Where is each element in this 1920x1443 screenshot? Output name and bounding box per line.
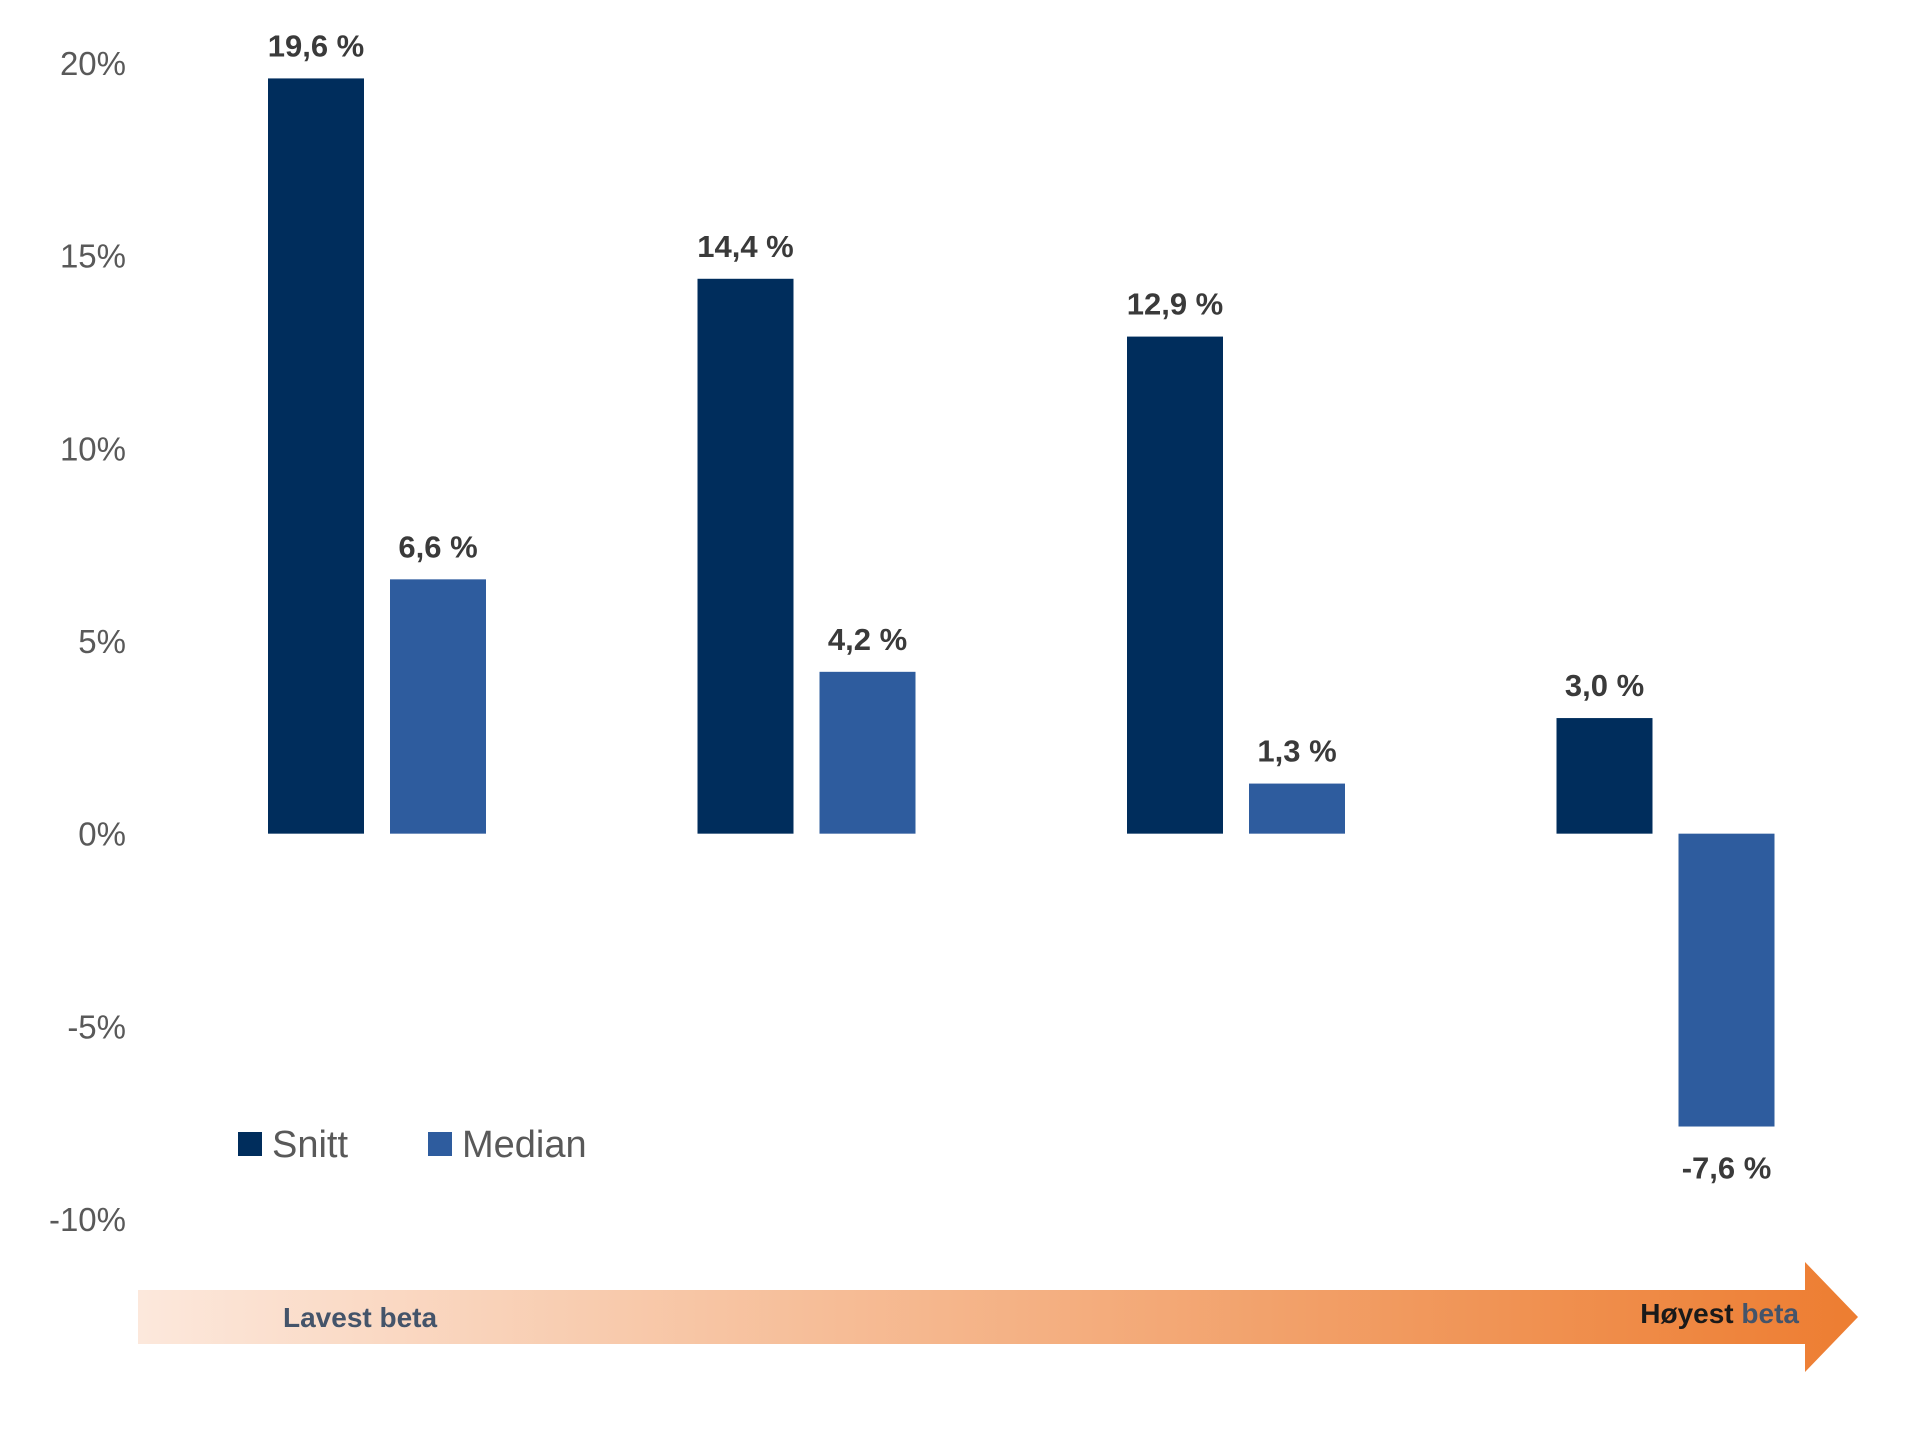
arrow-end-label: Høyest beta bbox=[1640, 1298, 1799, 1329]
bar-snitt bbox=[268, 78, 364, 834]
y-tick-label: 0% bbox=[78, 816, 126, 853]
legend-swatch-snitt bbox=[238, 1132, 262, 1156]
y-tick-label: 20% bbox=[60, 45, 126, 82]
beta-arrow-shape bbox=[138, 1262, 1858, 1372]
data-labels: 19,6 % 14,4 % 12,9 % 3,0 % 6,6 % 4,2 % 1,3 % -7… bbox=[268, 28, 1772, 1185]
data-label-median: -7,6 % bbox=[1682, 1151, 1772, 1186]
beta-arrow: Lavest beta Høyest beta bbox=[138, 1262, 1858, 1372]
data-label-snitt: 3,0 % bbox=[1565, 668, 1644, 703]
bar-snitt bbox=[1127, 336, 1223, 834]
y-tick-label: 5% bbox=[78, 623, 126, 660]
bar-median bbox=[819, 671, 916, 834]
arrow-end-label-prefix: Høyest bbox=[1640, 1298, 1733, 1329]
bar-snitt bbox=[697, 278, 794, 834]
y-tick-label: 15% bbox=[60, 238, 126, 275]
bar-median bbox=[1678, 833, 1775, 1127]
data-label-snitt: 12,9 % bbox=[1127, 287, 1224, 322]
legend-item-snitt: Snitt bbox=[238, 1124, 348, 1166]
arrow-start-label: Lavest beta bbox=[283, 1302, 437, 1333]
legend-label-snitt: Snitt bbox=[272, 1124, 348, 1166]
bar-median bbox=[390, 579, 486, 834]
bars bbox=[268, 78, 1775, 1127]
y-tick-label: -5% bbox=[67, 1008, 126, 1045]
bar-median bbox=[1249, 783, 1345, 834]
data-label-median: 1,3 % bbox=[1257, 734, 1336, 769]
arrow-end-label-suffix: beta bbox=[1741, 1298, 1799, 1329]
data-label-median: 4,2 % bbox=[828, 622, 907, 657]
data-label-median: 6,6 % bbox=[398, 529, 477, 564]
data-label-snitt: 14,4 % bbox=[697, 229, 794, 264]
y-tick-label: 10% bbox=[60, 430, 126, 467]
y-axis: 20% 15% 10% 5% 0% -5% -10% bbox=[49, 45, 126, 1238]
bar-snitt bbox=[1556, 718, 1653, 834]
legend-item-median: Median bbox=[428, 1124, 587, 1166]
legend: Snitt Median bbox=[238, 1124, 587, 1166]
legend-label-median: Median bbox=[462, 1124, 587, 1166]
data-label-snitt: 19,6 % bbox=[268, 28, 365, 63]
legend-swatch-median bbox=[428, 1132, 452, 1156]
y-tick-label: -10% bbox=[49, 1201, 126, 1238]
